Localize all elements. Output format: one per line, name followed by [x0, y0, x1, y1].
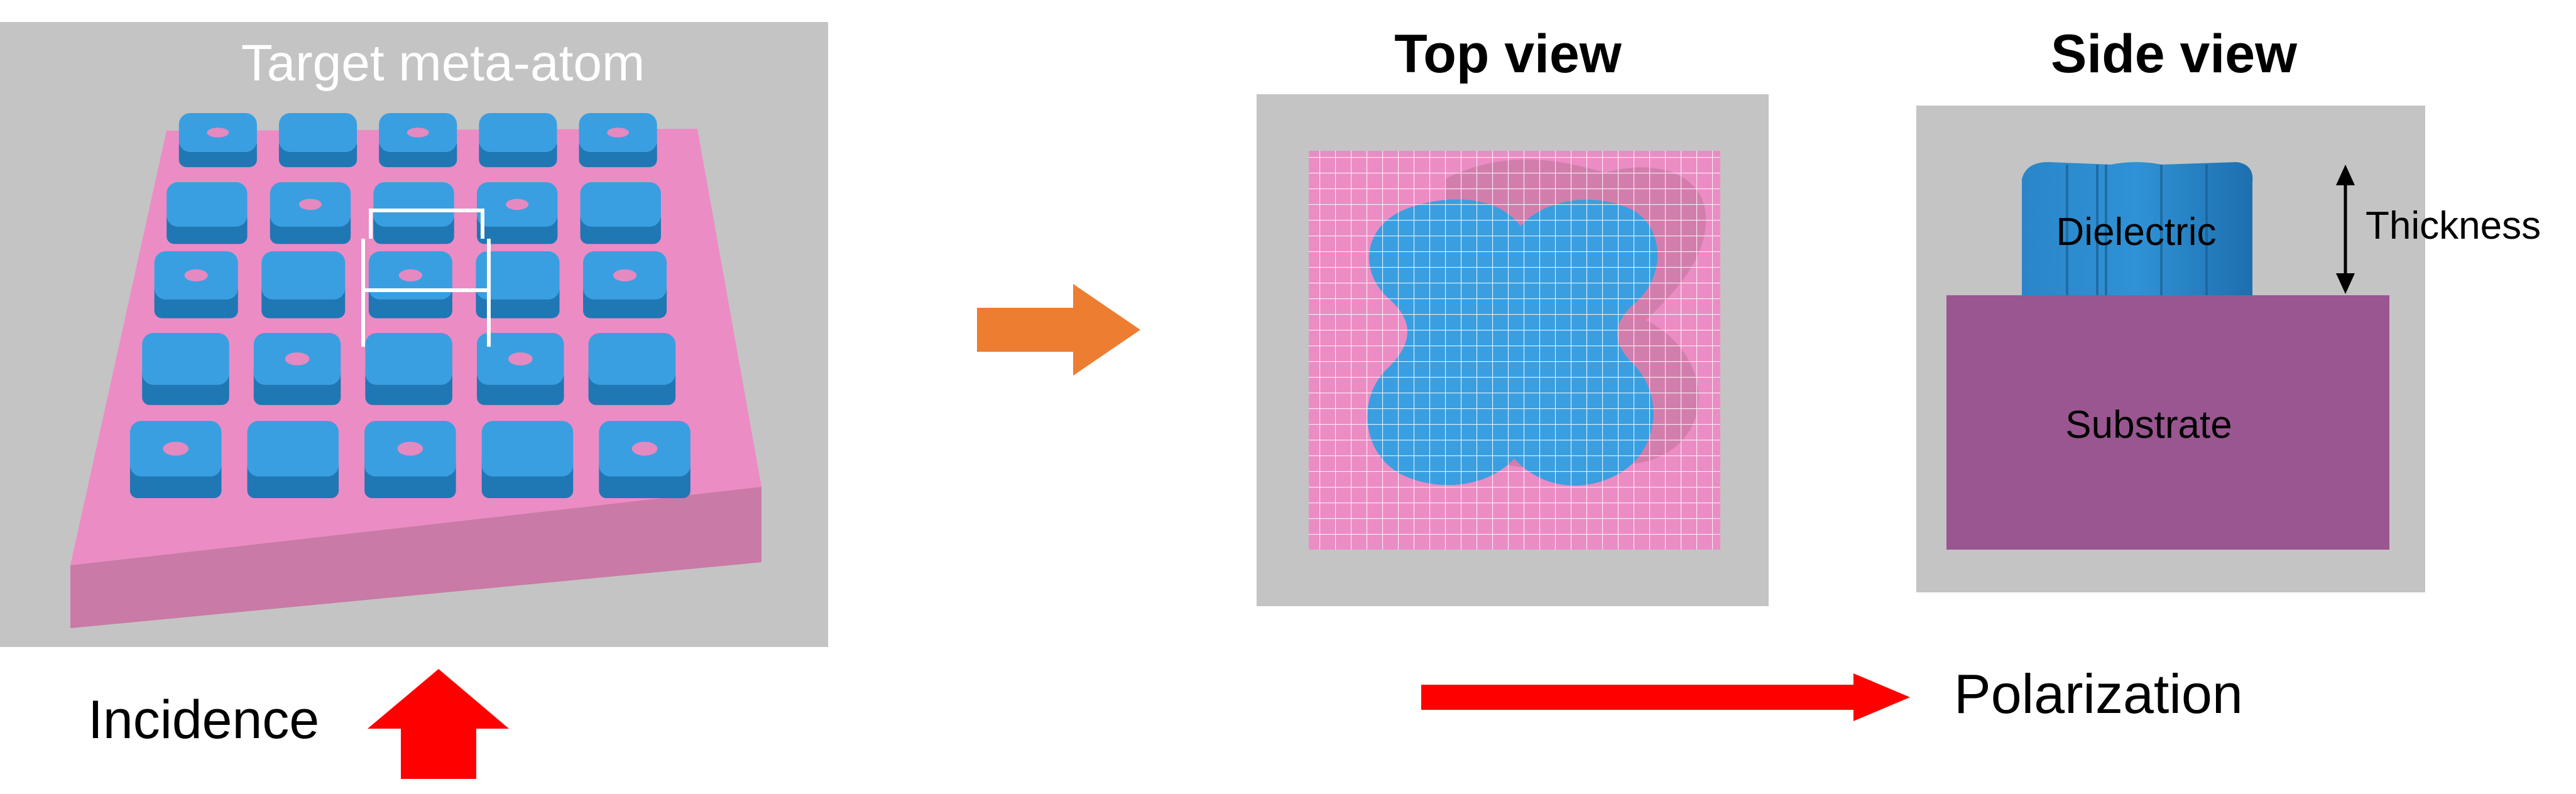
meta-atom	[373, 182, 454, 244]
meta-atom	[476, 251, 560, 318]
meta-atom	[583, 251, 667, 318]
substrate-front-face	[70, 487, 761, 628]
meta-atom	[142, 333, 229, 405]
meta-atom	[477, 333, 564, 405]
meta-atom	[580, 182, 661, 244]
polarization-label: Polarization	[1954, 663, 2243, 725]
dielectric-label: Dielectric	[2056, 210, 2217, 254]
target-meta-atom-title: Target meta-atom	[241, 35, 645, 92]
meta-atom	[365, 333, 452, 405]
polarization-arrow	[1421, 673, 1910, 721]
meta-atom	[479, 113, 557, 168]
top-view-title: Top view	[1394, 24, 1622, 84]
top-view-panel: Top view	[1257, 24, 1769, 606]
top-view-mesh-grid	[1309, 151, 1720, 550]
metasurface-3d-panel: Target meta-atom	[0, 22, 828, 647]
meta-atom	[261, 251, 346, 318]
meta-atom	[178, 113, 257, 168]
meta-atom	[599, 421, 690, 498]
meta-atom	[579, 113, 657, 168]
side-view-dielectric	[2022, 162, 2253, 295]
meta-atom	[166, 182, 248, 244]
meta-atom	[278, 113, 357, 168]
meta-atom	[247, 421, 339, 498]
meta-atom	[253, 333, 341, 405]
thickness-label: Thickness	[2366, 204, 2541, 247]
meta-atom	[368, 251, 452, 318]
side-view-substrate	[1946, 295, 2389, 550]
meta-atom	[270, 182, 351, 244]
side-view-dielectric-ridges	[2066, 165, 2208, 295]
side-view-panel: Side view Dielectric Substrate Thickness	[1916, 24, 2541, 592]
meta-atom	[588, 333, 676, 405]
meta-atom	[154, 251, 238, 318]
substrate-label: Substrate	[2065, 403, 2232, 447]
side-view-title: Side view	[2051, 24, 2298, 84]
process-arrow	[977, 284, 1140, 376]
meta-atom	[481, 421, 574, 498]
meta-atom	[364, 421, 456, 498]
thickness-arrow	[2336, 165, 2355, 294]
meta-atom	[379, 113, 457, 168]
meta-atom-array	[129, 113, 690, 498]
target-meta-atom-outline	[361, 209, 491, 347]
meta-atom	[476, 182, 558, 244]
incidence-label: Incidence	[88, 690, 319, 750]
meta-atom	[129, 421, 222, 498]
incidence-arrow	[368, 669, 509, 779]
